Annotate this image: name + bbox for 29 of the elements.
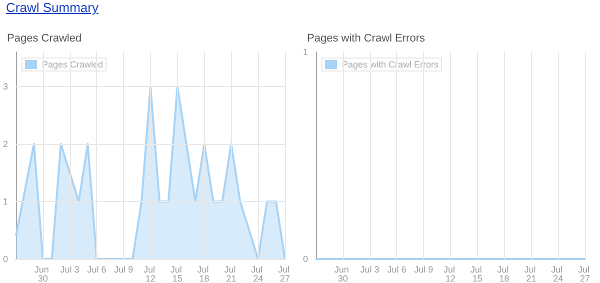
x-tick-label: Jul 12 — [443, 264, 458, 283]
x-tick-label: Jul 15 — [170, 264, 184, 283]
x-tick-label: Jul 24 — [251, 264, 266, 283]
x-tick-label: Jul 15 — [470, 264, 484, 283]
x-tick-label: Jul 9 — [414, 264, 434, 274]
y-tick-label: 3 — [2, 82, 8, 92]
x-tick-label: Jul 21 — [224, 264, 238, 283]
x-tick-label: Jul 3 — [60, 264, 80, 274]
y-tick-label: 0 — [302, 254, 308, 264]
x-tick-label: Jul 3 — [360, 264, 380, 274]
x-tick-label: Jul 27 — [578, 264, 592, 283]
x-tick-label: Jul 27 — [278, 264, 292, 283]
y-tick-label: 2 — [2, 139, 8, 149]
x-tick-label: Jul 6 — [387, 264, 406, 274]
chart-title: Pages with Crawl Errors — [307, 32, 426, 44]
y-tick-label: 1 — [2, 196, 8, 206]
x-tick-label: Jul 6 — [87, 264, 106, 274]
x-tick-label: Jul 18 — [497, 264, 512, 283]
x-tick-label: Jul 21 — [524, 264, 538, 283]
y-tick-label: 1 — [302, 47, 308, 57]
x-tick-label: Jun 30 — [334, 264, 352, 283]
x-tick-label: Jul 12 — [143, 264, 158, 283]
y-tick-label: 0 — [2, 254, 8, 264]
x-tick-label: Jul 9 — [114, 264, 134, 274]
text: Crawl Summary — [6, 0, 98, 15]
x-tick-label: Jul 18 — [197, 264, 212, 283]
chart-title: Pages Crawled — [7, 32, 82, 44]
x-tick-label: Jul 24 — [551, 264, 566, 283]
x-tick-label: Jun 30 — [34, 264, 52, 283]
